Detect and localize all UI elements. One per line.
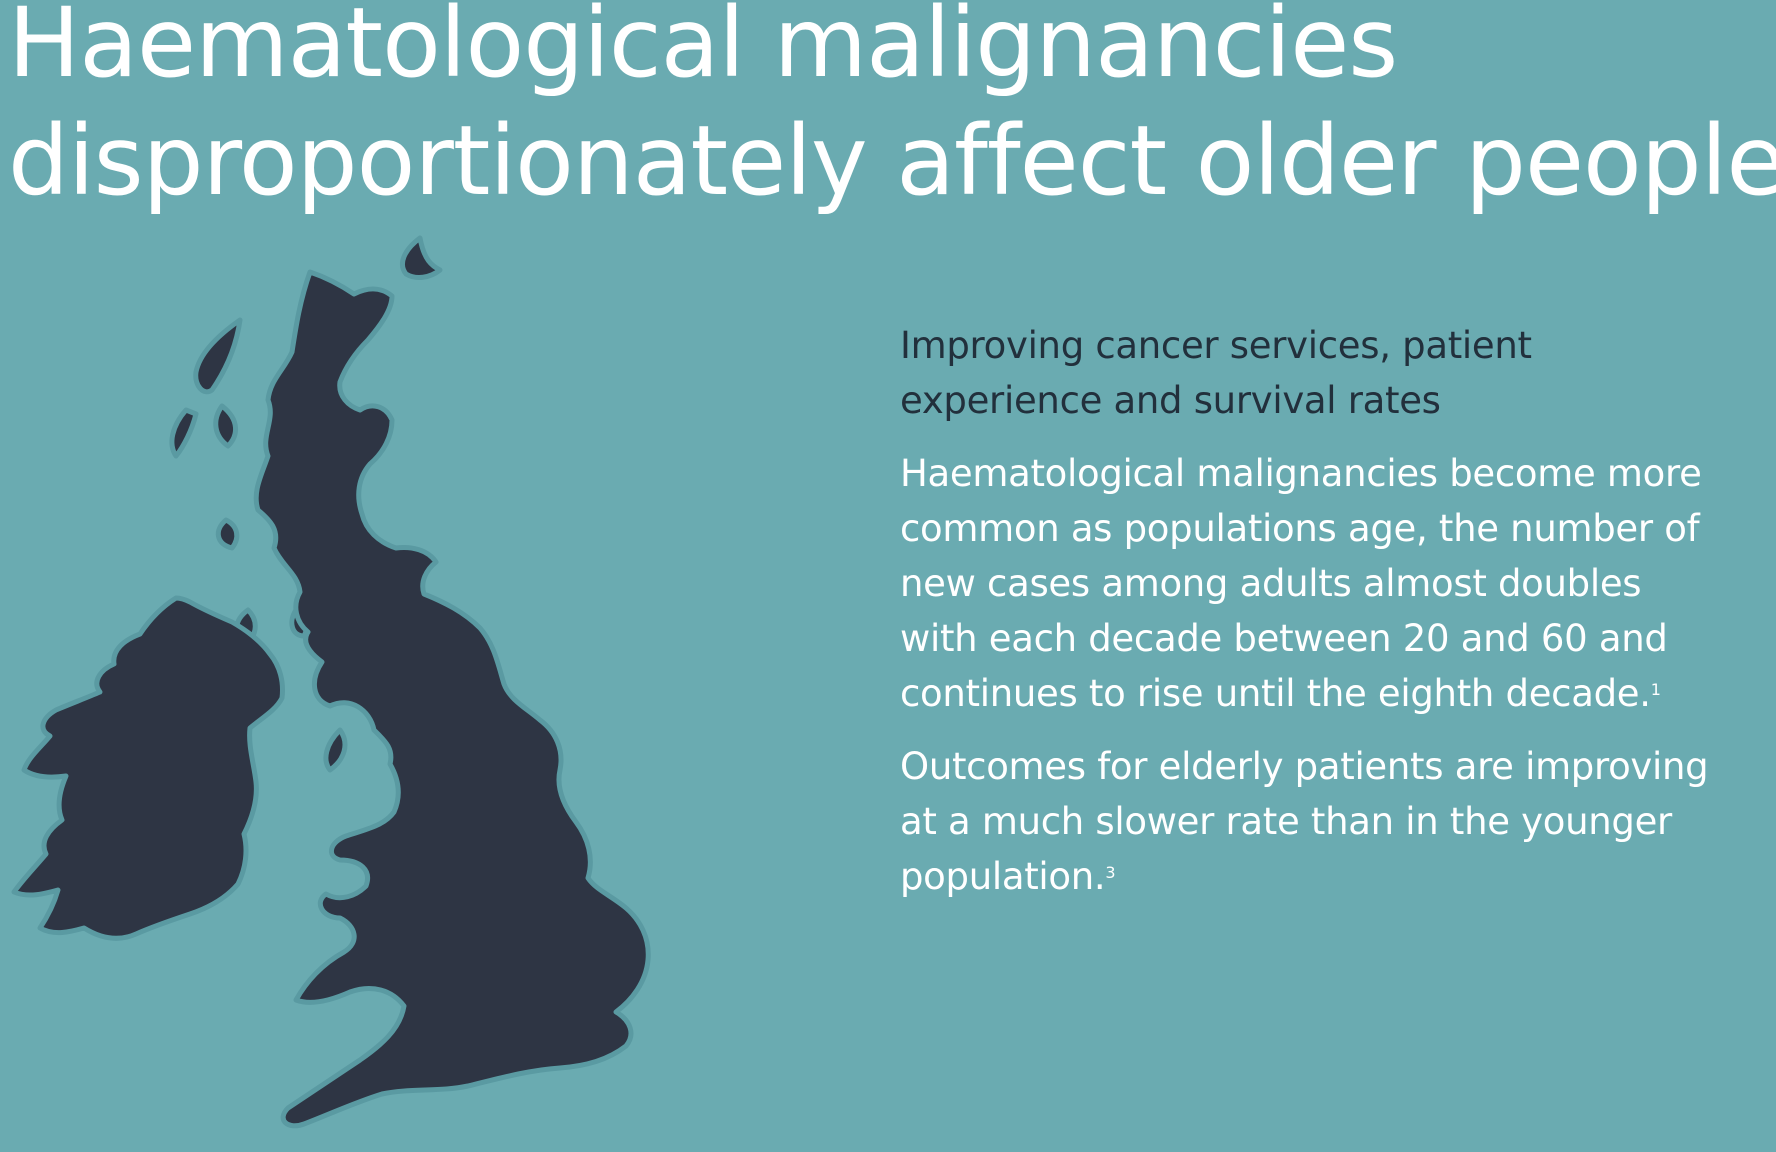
paragraph-1-text: Haematological malignancies become more … xyxy=(900,452,1702,715)
great-britain-shape xyxy=(253,269,651,1129)
ireland-shape xyxy=(11,595,285,941)
reference-1: 1 xyxy=(1650,680,1661,699)
page-title-line-1: Haematological malignancies xyxy=(8,0,1398,99)
paragraph-2-text: Outcomes for elderly patients are improv… xyxy=(900,745,1709,898)
isle-of-man-shape xyxy=(323,727,348,773)
page-title-line-2: disproportionately affect older people xyxy=(8,105,1776,217)
text-column: Improving cancer services, patient exper… xyxy=(900,318,1720,922)
hebrides-lower-shape xyxy=(169,407,199,459)
reference-3: 3 xyxy=(1105,863,1116,882)
outer-hebrides-shape xyxy=(193,317,243,395)
mull-shape xyxy=(215,517,240,551)
page-title: Haematological malignancies disproportio… xyxy=(8,0,1776,220)
subheading: Improving cancer services, patient exper… xyxy=(900,324,1532,422)
skye-shape xyxy=(213,403,238,449)
uk-ireland-map-icon xyxy=(11,235,651,1129)
paragraph-outcomes: Outcomes for elderly patients are improv… xyxy=(900,739,1720,904)
paragraph-ageing-populations: Haematological malignancies become more … xyxy=(900,446,1720,721)
orkney-shape xyxy=(400,235,443,280)
